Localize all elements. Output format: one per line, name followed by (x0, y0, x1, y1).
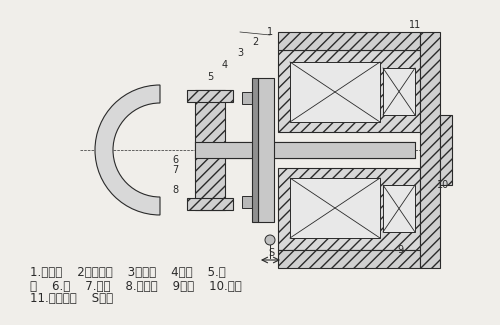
Bar (242, 92, 258, 104)
Bar (187, 90, 233, 102)
Wedge shape (95, 85, 160, 215)
Text: 1.防尘盖    2调节螺管    3摩擦片    4转子    5.轴: 1.防尘盖 2调节螺管 3摩擦片 4转子 5.轴 (30, 266, 226, 280)
Circle shape (265, 235, 275, 245)
Text: 2: 2 (252, 37, 258, 47)
Bar (383, 68, 415, 115)
Bar (290, 178, 380, 238)
Text: 11.调节螺母    S气隙: 11.调节螺母 S气隙 (30, 292, 113, 306)
Bar (440, 115, 452, 185)
Text: S: S (268, 248, 274, 258)
Bar (278, 168, 420, 250)
Text: 8: 8 (172, 185, 178, 195)
Text: 4: 4 (222, 60, 228, 70)
Bar (242, 196, 258, 208)
Text: 11: 11 (409, 20, 421, 30)
Text: 5: 5 (207, 72, 213, 82)
Bar (195, 90, 225, 210)
Bar (290, 62, 380, 122)
Bar (195, 142, 415, 158)
Bar (278, 32, 420, 50)
Bar (187, 198, 233, 210)
Bar (383, 185, 415, 232)
Bar (278, 50, 420, 132)
Bar (258, 78, 274, 222)
Text: 10: 10 (437, 180, 449, 190)
Text: 6: 6 (172, 155, 178, 165)
Text: 套    6.轴    7.法兰    8.街铁盘    9弹簧    10.定子: 套 6.轴 7.法兰 8.街铁盘 9弹簧 10.定子 (30, 280, 242, 292)
Bar (278, 250, 420, 268)
Bar (420, 32, 440, 268)
Text: 3: 3 (237, 48, 243, 58)
Text: 1: 1 (267, 27, 273, 37)
Text: 9: 9 (397, 245, 403, 255)
Text: 7: 7 (172, 165, 178, 175)
Bar (252, 78, 258, 222)
